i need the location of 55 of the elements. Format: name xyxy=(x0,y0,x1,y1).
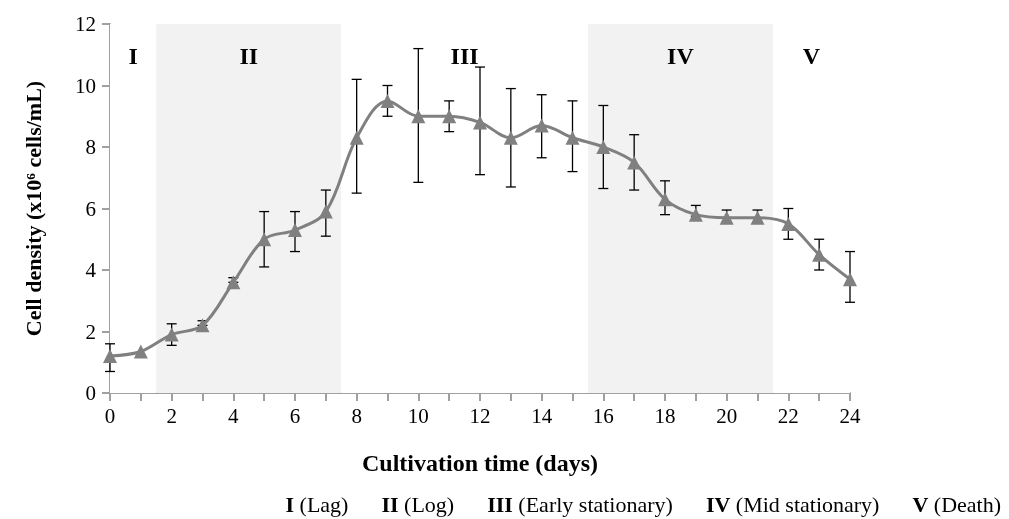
text: V (Death) xyxy=(912,491,1002,517)
x-tick-label: 8 xyxy=(351,403,362,428)
x-tick-label: 20 xyxy=(716,403,738,428)
band-label: V xyxy=(802,43,821,69)
point xyxy=(411,109,426,124)
point xyxy=(688,207,703,222)
x-tick-label: 4 xyxy=(228,403,240,428)
x-tick-label: 16 xyxy=(592,403,614,428)
point xyxy=(843,272,857,287)
x-tick-label: 22 xyxy=(777,403,799,428)
point xyxy=(380,93,395,108)
x-tick-label: 10 xyxy=(407,403,429,428)
point xyxy=(565,130,580,145)
point xyxy=(812,247,827,262)
x-tick-label: 18 xyxy=(654,403,676,428)
point xyxy=(473,115,487,130)
y-tick-label: 10 xyxy=(75,73,96,98)
point xyxy=(318,204,333,219)
point xyxy=(133,344,148,359)
point xyxy=(164,327,179,342)
y-axis-title: Cell density (x10⁶ cells/mL) xyxy=(20,80,46,337)
y-tick-label: 12 xyxy=(75,12,96,36)
x-tick-label: 24 xyxy=(839,403,861,428)
point xyxy=(534,118,549,133)
x-tick-label: 14 xyxy=(531,403,553,428)
y-tick-label: 4 xyxy=(85,258,97,282)
x-axis-title: Cultivation time (days) xyxy=(362,450,598,476)
band-label: IV xyxy=(667,43,695,69)
band-label: II xyxy=(239,43,259,69)
point xyxy=(658,192,672,207)
text: III (Early stationary) xyxy=(487,491,673,517)
point xyxy=(596,140,611,154)
point xyxy=(503,130,518,145)
y-tick-label: 6 xyxy=(85,196,96,221)
text: II (Log) xyxy=(381,491,455,517)
x-tick-label: 0 xyxy=(104,403,116,428)
point xyxy=(226,275,241,290)
y-tick-label: 0 xyxy=(85,381,96,405)
text: IV (Mid stationary) xyxy=(705,491,880,517)
point xyxy=(349,130,364,145)
x-tick-label: 12 xyxy=(469,403,491,428)
text: I (Lag) xyxy=(285,491,349,517)
y-tick-label: 8 xyxy=(85,135,96,159)
point xyxy=(288,223,302,238)
point xyxy=(627,155,642,170)
point xyxy=(103,349,117,364)
point xyxy=(195,318,210,333)
point xyxy=(442,109,457,124)
band-label: I xyxy=(128,43,138,69)
point xyxy=(257,232,272,247)
point xyxy=(781,216,796,231)
x-tick-label: 6 xyxy=(289,403,301,428)
x-tick-label: 2 xyxy=(166,403,177,428)
band-label: III xyxy=(450,43,479,69)
y-tick-label: 2 xyxy=(85,319,96,344)
